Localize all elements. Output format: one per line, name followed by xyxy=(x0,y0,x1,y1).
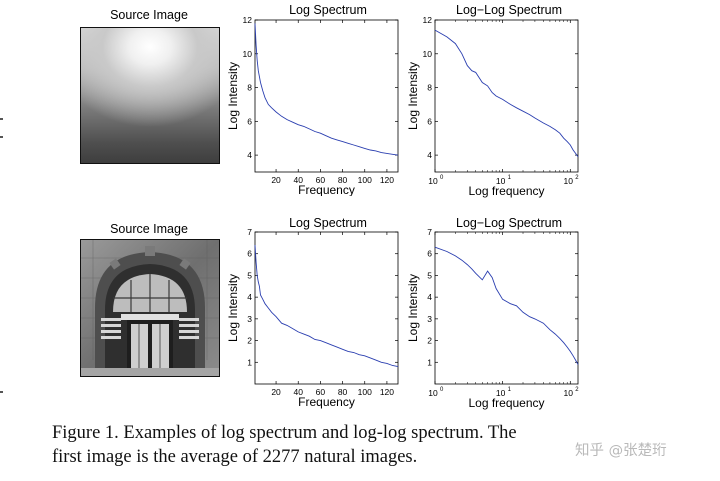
y-tick-label: 4 xyxy=(247,150,252,160)
spectrum-line xyxy=(254,23,399,156)
x-tick-exponent: 1 xyxy=(508,175,512,181)
chart-title: Log Spectrum xyxy=(289,216,367,230)
x-tick-label: 10 xyxy=(428,388,438,398)
plot-frame xyxy=(434,231,579,385)
x-axis-label: Log frequency xyxy=(468,396,544,410)
x-tick-label: 120 xyxy=(380,387,394,397)
y-tick-label: 4 xyxy=(247,292,252,302)
x-tick-label: 10 xyxy=(564,388,574,398)
source-image-title: Source Image xyxy=(110,8,188,22)
caption-line-1: Figure 1. Examples of log spectrum and l… xyxy=(52,423,517,443)
y-tick-label: 1 xyxy=(427,357,432,367)
chart-title: Log−Log Spectrum xyxy=(456,216,562,230)
source-image-average xyxy=(80,27,220,164)
x-tick-label: 60 xyxy=(316,175,326,185)
y-tick-label: 8 xyxy=(427,83,432,93)
x-tick-label: 40 xyxy=(293,175,303,185)
y-tick-label: 12 xyxy=(243,16,253,25)
chart-title: Log Spectrum xyxy=(289,3,367,17)
y-tick-label: 8 xyxy=(247,83,252,93)
spectrum-line xyxy=(254,244,399,368)
x-tick-label: 80 xyxy=(338,175,348,185)
building-entrance-photo xyxy=(81,240,219,376)
x-tick-exponent: 0 xyxy=(440,175,444,181)
x-tick-exponent: 0 xyxy=(440,387,444,393)
log-spectrum-chart-1: 4 6 8 10 12 20 40 60 80 100 120 Frequency Log Intens… xyxy=(226,16,399,196)
x-axis-label: Log frequency xyxy=(468,184,544,198)
x-tick-label: 40 xyxy=(293,387,303,397)
crop-mark xyxy=(0,118,3,120)
y-tick-label: 6 xyxy=(247,116,252,126)
y-tick-label: 2 xyxy=(247,336,252,346)
x-axis-label: Frequency xyxy=(298,395,355,409)
source-image-building xyxy=(80,239,220,377)
y-tick-label: 6 xyxy=(247,249,252,259)
y-axis-label: Log Intensity xyxy=(226,62,240,130)
spectrum-line xyxy=(434,246,579,365)
plot-frame xyxy=(434,19,579,173)
y-tick-label: 3 xyxy=(427,314,432,324)
x-tick-exponent: 2 xyxy=(575,175,579,181)
x-tick-label: 60 xyxy=(316,387,326,397)
spectrum-line xyxy=(434,29,579,158)
plot-frame xyxy=(254,19,399,173)
crop-mark xyxy=(0,391,3,393)
x-axis-label: Frequency xyxy=(298,183,355,196)
x-tick-label: 100 xyxy=(358,387,372,397)
chart-title: Log−Log Spectrum xyxy=(456,3,562,17)
y-axis-label: Log Intensity xyxy=(226,274,240,342)
watermark: 知乎 @张楚珩 xyxy=(575,443,667,459)
x-tick-label: 10 xyxy=(496,176,506,186)
plot-frame xyxy=(254,231,399,385)
y-tick-label: 2 xyxy=(427,336,432,346)
y-axis-label: Log Intensity xyxy=(406,62,420,130)
y-tick-label: 6 xyxy=(427,116,432,126)
y-tick-label: 5 xyxy=(247,270,252,280)
crop-mark xyxy=(0,136,3,138)
x-tick-label: 10 xyxy=(564,176,574,186)
y-tick-label: 6 xyxy=(427,249,432,259)
x-tick-exponent: 1 xyxy=(508,387,512,393)
x-tick-label: 100 xyxy=(358,175,372,185)
y-tick-label: 3 xyxy=(247,314,252,324)
log-spectrum-chart-2: 1 2 3 4 5 6 7 20 40 60 80 100 120 Frequency Log Intens… xyxy=(226,228,399,409)
y-tick-label: 10 xyxy=(423,49,433,59)
x-tick-label: 20 xyxy=(271,175,281,185)
y-tick-label: 10 xyxy=(243,49,253,59)
x-tick-label: 80 xyxy=(338,387,348,397)
y-tick-label: 4 xyxy=(427,292,432,302)
x-tick-label: 10 xyxy=(496,388,506,398)
x-tick-label: 120 xyxy=(380,175,394,185)
y-tick-label: 7 xyxy=(427,228,432,237)
y-tick-label: 4 xyxy=(427,150,432,160)
figure-caption: Figure 1. Examples of log spectrum and l… xyxy=(52,421,632,469)
y-tick-label: 1 xyxy=(247,357,252,367)
x-tick-label: 20 xyxy=(271,387,281,397)
x-tick-exponent: 2 xyxy=(575,387,579,393)
y-tick-label: 7 xyxy=(247,228,252,237)
source-image-title: Source Image xyxy=(110,222,188,236)
y-tick-label: 5 xyxy=(427,270,432,280)
y-tick-label: 12 xyxy=(423,16,433,25)
y-axis-label: Log Intensity xyxy=(406,274,420,342)
caption-line-2: first image is the average of 2277 natur… xyxy=(52,447,418,467)
x-tick-label: 10 xyxy=(428,176,438,186)
